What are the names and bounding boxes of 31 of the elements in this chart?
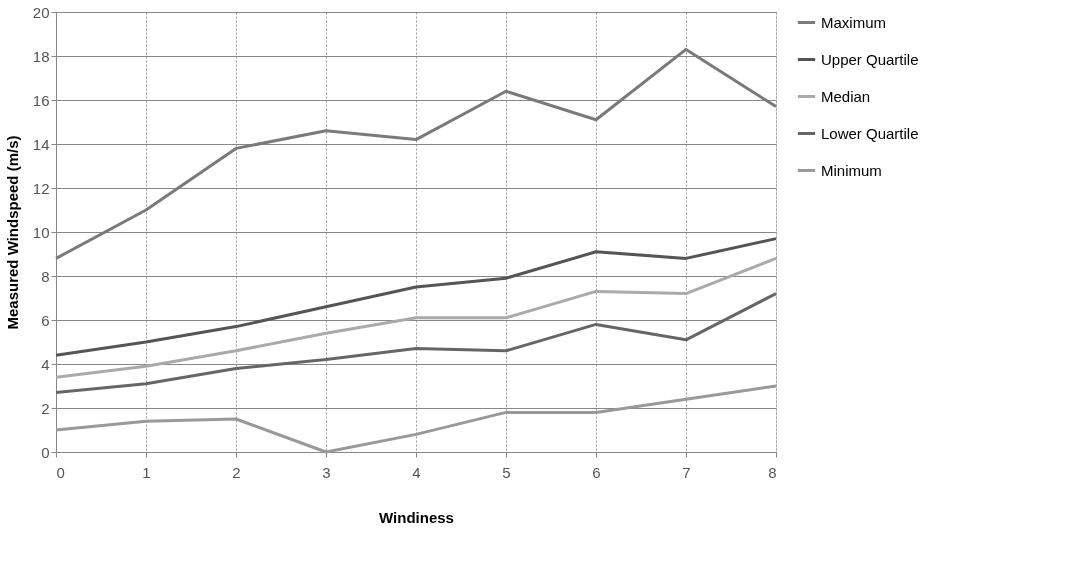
legend-label: Lower Quartile xyxy=(821,124,919,142)
y-tick-label: 6 xyxy=(41,311,50,329)
y-tick-label: 14 xyxy=(32,135,50,153)
line-series xyxy=(54,47,778,260)
x-tick-label: 0 xyxy=(56,463,65,481)
line-series xyxy=(54,237,778,357)
x-tick-label: 8 xyxy=(768,463,777,481)
legend-label: Median xyxy=(821,87,871,105)
legend-label: Maximum xyxy=(821,13,887,31)
y-tick-label: 0 xyxy=(41,443,50,461)
y-axis-title: Measured Windspeed (m/s) xyxy=(3,135,21,330)
y-tick-label: 8 xyxy=(41,267,50,285)
line-series xyxy=(54,292,778,395)
x-tick-label: 2 xyxy=(232,463,241,481)
line-series xyxy=(54,256,778,379)
x-tick-label: 1 xyxy=(142,463,151,481)
legend-label: Upper Quartile xyxy=(821,50,919,68)
y-tick-label: 2 xyxy=(41,399,50,417)
y-tick-label: 20 xyxy=(32,3,50,21)
y-tick-label: 16 xyxy=(32,91,50,109)
y-tick-label: 4 xyxy=(41,355,50,373)
y-tick-label: 18 xyxy=(32,47,50,65)
legend-label: Minimum xyxy=(821,161,882,179)
x-tick-label: 4 xyxy=(412,463,421,481)
x-tick-label: 5 xyxy=(502,463,511,481)
y-tick-label: 10 xyxy=(32,223,50,241)
x-tick-label: 3 xyxy=(322,463,331,481)
x-axis-title: Windiness xyxy=(379,508,454,526)
y-tick-label: 12 xyxy=(32,179,50,197)
x-tick-label: 7 xyxy=(682,463,691,481)
x-tick-label: 6 xyxy=(592,463,601,481)
